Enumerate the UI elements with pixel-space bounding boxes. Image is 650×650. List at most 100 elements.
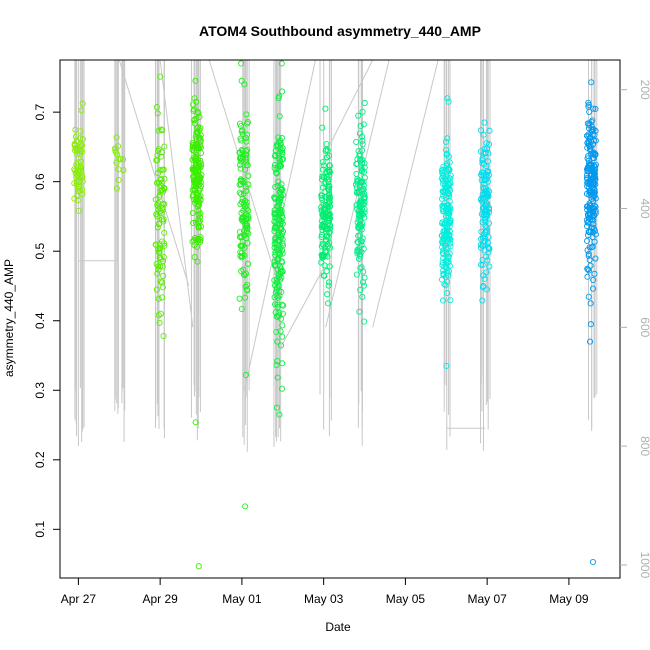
data-point — [192, 156, 199, 163]
y2-tick-label: 200 — [638, 80, 650, 100]
data-point — [323, 233, 330, 240]
data-point — [275, 93, 283, 100]
data-point — [272, 289, 279, 296]
data-point — [238, 137, 245, 144]
data-point — [273, 361, 280, 369]
data-point — [197, 197, 204, 204]
data-point — [322, 147, 329, 154]
data-point — [447, 236, 454, 243]
x-axis-label: Date — [325, 620, 351, 634]
data-point — [195, 110, 202, 117]
y2-tick-label: 400 — [638, 198, 650, 218]
data-point — [237, 253, 244, 260]
data-point — [482, 176, 489, 183]
data-point — [359, 235, 366, 242]
data-point — [238, 306, 245, 313]
data-point — [326, 190, 333, 197]
data-point — [484, 200, 491, 207]
data-point — [584, 273, 591, 280]
data-point — [189, 142, 196, 149]
data-point — [325, 282, 332, 289]
data-point — [157, 207, 164, 214]
data-point — [479, 157, 486, 164]
data-point — [278, 224, 285, 232]
data-point — [589, 285, 597, 292]
data-point — [191, 253, 198, 261]
data-point — [356, 255, 363, 262]
data-point — [276, 245, 283, 252]
data-point — [159, 263, 166, 270]
data-point — [326, 203, 334, 210]
y-tick-label: 0.4 — [33, 312, 47, 329]
data-point — [274, 338, 281, 345]
data-point — [241, 81, 248, 88]
data-point — [447, 240, 454, 247]
data-point — [483, 286, 490, 293]
data-point — [193, 153, 200, 160]
data-point — [477, 127, 485, 134]
data-point — [447, 179, 454, 187]
data-point — [587, 321, 594, 328]
x-tick-label: May 09 — [549, 592, 589, 606]
data-point — [360, 182, 367, 189]
data-point — [584, 237, 591, 244]
data-point — [244, 120, 251, 127]
data-point — [584, 203, 591, 210]
data-point — [486, 127, 493, 134]
data-point — [272, 309, 279, 316]
data-point — [586, 256, 593, 264]
data-point — [591, 177, 598, 184]
data-point — [276, 113, 283, 120]
x-tick-label: Apr 27 — [61, 592, 97, 606]
x-tick-label: May 07 — [467, 592, 507, 606]
data-point — [485, 244, 492, 251]
data-point — [116, 155, 123, 162]
depth-line — [327, 59, 374, 150]
data-point — [439, 166, 446, 173]
data-point — [273, 169, 280, 176]
data-point — [438, 195, 446, 202]
data-point — [445, 201, 452, 209]
y-tick-label: 0.5 — [33, 243, 47, 260]
data-point — [440, 267, 447, 274]
data-point — [583, 132, 591, 139]
data-point — [274, 301, 281, 308]
data-point — [326, 225, 334, 232]
data-point — [280, 302, 287, 309]
data-point — [483, 269, 490, 276]
data-point — [592, 166, 599, 173]
data-point — [483, 224, 490, 231]
data-point — [157, 73, 164, 80]
data-point — [357, 203, 364, 210]
data-point — [326, 183, 333, 191]
data-point — [237, 165, 244, 172]
data-point — [359, 279, 367, 286]
data-point — [480, 131, 487, 138]
data-point — [360, 282, 368, 289]
depth-line — [118, 59, 190, 286]
data-point — [113, 134, 120, 141]
data-point — [588, 79, 595, 86]
data-point — [361, 160, 368, 167]
data-point — [356, 308, 363, 315]
data-point — [589, 174, 596, 181]
data-point — [155, 246, 162, 253]
y-tick-label: 0.2 — [33, 451, 47, 468]
data-point — [238, 177, 245, 184]
data-point — [71, 195, 78, 202]
data-point — [358, 264, 365, 271]
data-point — [588, 228, 595, 235]
data-point — [318, 243, 325, 250]
data-point — [279, 310, 286, 317]
data-point — [320, 251, 327, 258]
data-point — [322, 201, 329, 209]
data-point — [278, 134, 286, 142]
data-point — [485, 141, 493, 148]
data-point — [276, 411, 283, 418]
data-point — [198, 223, 205, 230]
data-point — [278, 274, 285, 281]
data-point — [245, 260, 252, 267]
data-point — [590, 105, 597, 112]
data-point — [322, 236, 329, 243]
data-point — [587, 143, 594, 150]
